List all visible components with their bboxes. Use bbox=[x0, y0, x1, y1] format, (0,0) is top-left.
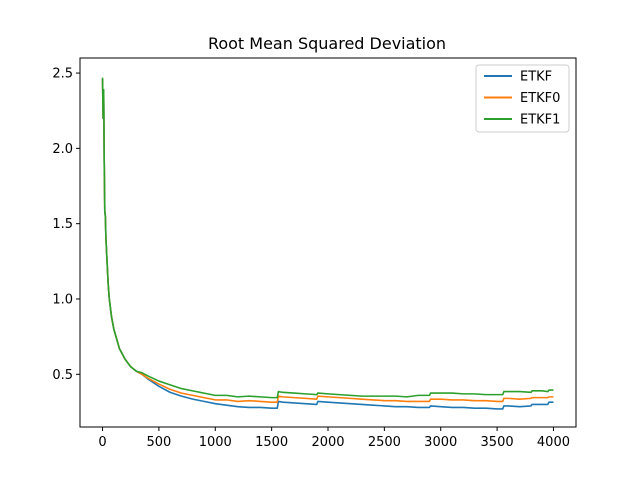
series-line-etkf1 bbox=[101, 77, 554, 399]
y-tick-label: 2.0 bbox=[52, 142, 73, 157]
x-tick-label: 0 bbox=[98, 435, 106, 450]
x-tick-label: 4000 bbox=[537, 435, 570, 450]
x-tick-label: 2500 bbox=[368, 435, 401, 450]
y-tick-label: 1.0 bbox=[52, 292, 73, 307]
series-layer bbox=[101, 77, 554, 410]
x-tick-label: 1000 bbox=[199, 435, 232, 450]
x-tick-label: 1500 bbox=[255, 435, 288, 450]
legend-label-etkf: ETKF bbox=[520, 70, 552, 85]
legend-label-etkf1: ETKF1 bbox=[520, 113, 560, 128]
legend: ETKF ETKF0 ETKF1 bbox=[475, 64, 570, 133]
y-tick-label: 2.5 bbox=[52, 67, 73, 82]
x-tick-label: 3000 bbox=[424, 435, 457, 450]
x-tick-label: 2000 bbox=[311, 435, 344, 450]
legend-box bbox=[475, 64, 570, 133]
x-axis: 0 500 1000 1500 2000 2500 3000 3500 4000 bbox=[98, 427, 570, 450]
legend-label-etkf0: ETKF0 bbox=[520, 91, 560, 106]
x-tick-label: 3500 bbox=[481, 435, 514, 450]
plot-area: 0 500 1000 1500 2000 2500 3000 3500 4000 0.5 1.0 1… bbox=[52, 57, 577, 450]
y-tick-label: 1.5 bbox=[52, 217, 73, 232]
y-tick-label: 0.5 bbox=[52, 368, 73, 383]
x-tick-label: 500 bbox=[146, 435, 171, 450]
chart-title: Root Mean Squared Deviation bbox=[208, 34, 446, 53]
y-axis: 0.5 1.0 1.5 2.0 2.5 bbox=[52, 67, 80, 383]
